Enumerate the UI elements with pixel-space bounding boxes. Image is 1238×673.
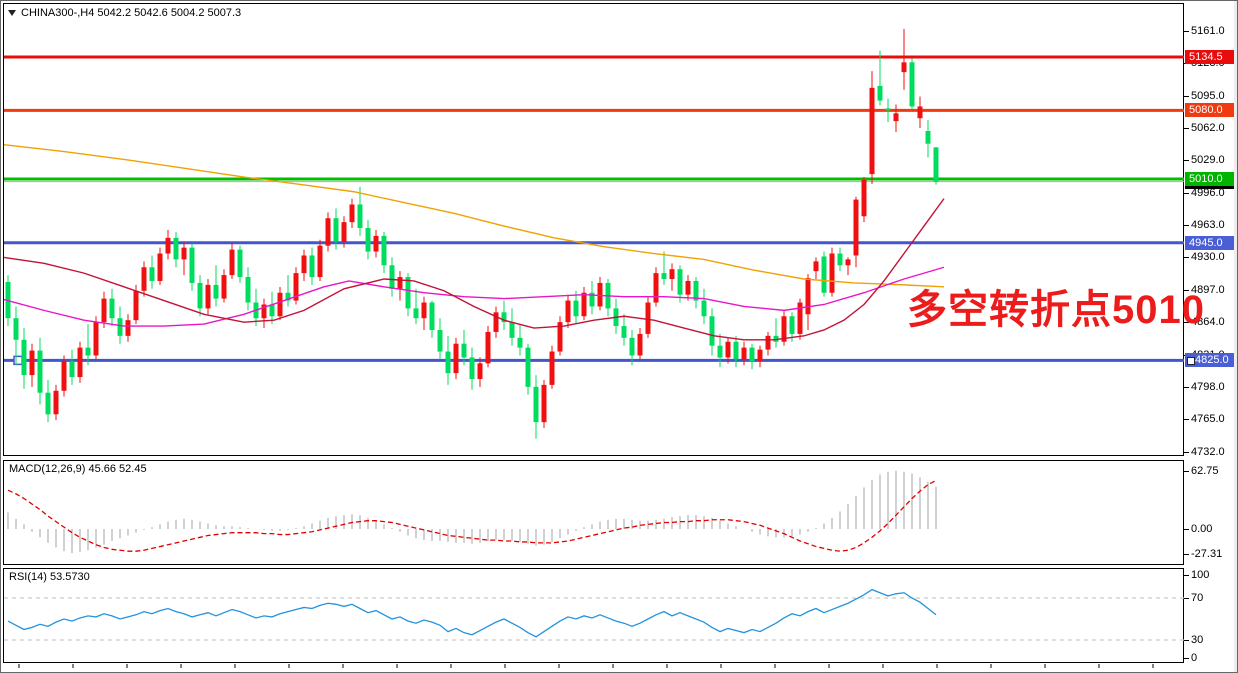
rsi-tick <box>1184 575 1189 576</box>
hline-price-badge[interactable]: 5010.0 <box>1185 172 1235 186</box>
macd-tick <box>1184 529 1189 530</box>
macd-signal-line <box>7 479 937 552</box>
price-label: 4864.0 <box>1191 316 1225 329</box>
price-label: 4897.0 <box>1191 283 1225 296</box>
hline-price-badge[interactable]: 4945.0 <box>1185 235 1235 250</box>
price-label: 4798.0 <box>1191 380 1225 393</box>
hline-price-badge[interactable]: 5134.5 <box>1185 49 1235 64</box>
macd-label: -27.31 <box>1191 548 1223 561</box>
price-tick <box>1184 225 1189 227</box>
main-chart-panel[interactable] <box>3 3 1184 456</box>
price-label: 4963.0 <box>1191 219 1225 232</box>
rsi-tick <box>1184 640 1189 641</box>
badge-drag-handle[interactable] <box>1187 357 1195 366</box>
rsi-label: 30 <box>1191 634 1204 646</box>
collapse-arrow-icon[interactable] <box>8 10 16 16</box>
macd-tick <box>1184 471 1189 472</box>
hline-handle[interactable] <box>13 355 23 366</box>
price-label: 4930.0 <box>1191 251 1225 264</box>
price-label: 5095.0 <box>1191 89 1225 102</box>
price-label: 5062.0 <box>1191 122 1225 134</box>
rsi-tick <box>1184 658 1189 659</box>
window-right-edge <box>1234 1 1237 672</box>
price-tick <box>1184 95 1189 97</box>
rsi-label: 70 <box>1191 592 1204 604</box>
price-tick <box>1184 128 1189 129</box>
ma-mid-magenta <box>3 266 945 327</box>
macd-label: 62.75 <box>1191 465 1219 477</box>
price-tick <box>1184 31 1189 32</box>
time-axis[interactable] <box>18 664 1154 668</box>
price-label: 5029.0 <box>1191 154 1225 167</box>
macd-tick <box>1184 554 1189 556</box>
price-label: 5161.0 <box>1191 25 1225 37</box>
price-tick <box>1184 160 1189 162</box>
price-label: 4765.0 <box>1191 413 1225 426</box>
price-tick <box>1184 386 1189 388</box>
rsi-line <box>7 588 937 638</box>
macd-histogram <box>7 470 937 554</box>
ma-slow-orange <box>3 143 945 288</box>
rsi-tick <box>1184 598 1189 599</box>
price-axis[interactable]: 5161.05128.05095.05062.05029.04996.04963… <box>1184 1 1237 672</box>
price-tick <box>1184 257 1189 259</box>
hline-price-badge[interactable]: 4825.0 <box>1185 353 1235 368</box>
ma-fast-darkred <box>3 198 945 341</box>
price-label: 4996.0 <box>1191 186 1225 199</box>
candles <box>5 29 939 439</box>
rsi-indicator-label: RSI(14) 53.5730 <box>9 571 90 583</box>
macd-indicator-label: MACD(12,26,9) 45.66 52.45 <box>9 463 147 475</box>
hline-price-badge[interactable]: 5080.0 <box>1185 103 1235 118</box>
price-tick <box>1184 419 1189 421</box>
pivot-annotation-text: 多空转折点5010 <box>907 288 1205 332</box>
quote-line: CHINA300-,H4 5042.2 5042.6 5004.2 5007.3 <box>21 7 242 19</box>
macd-label: 0.00 <box>1191 523 1213 535</box>
macd-panel[interactable] <box>3 460 1184 565</box>
rsi-label: 0 <box>1191 652 1198 664</box>
rsi-label: 100 <box>1191 569 1210 581</box>
price-tick <box>1184 192 1189 194</box>
price-tick <box>1184 451 1189 453</box>
price-label: 4732.0 <box>1191 445 1225 458</box>
rsi-panel[interactable] <box>3 568 1184 663</box>
price-tick <box>1184 289 1189 291</box>
price-tick <box>1184 322 1189 324</box>
